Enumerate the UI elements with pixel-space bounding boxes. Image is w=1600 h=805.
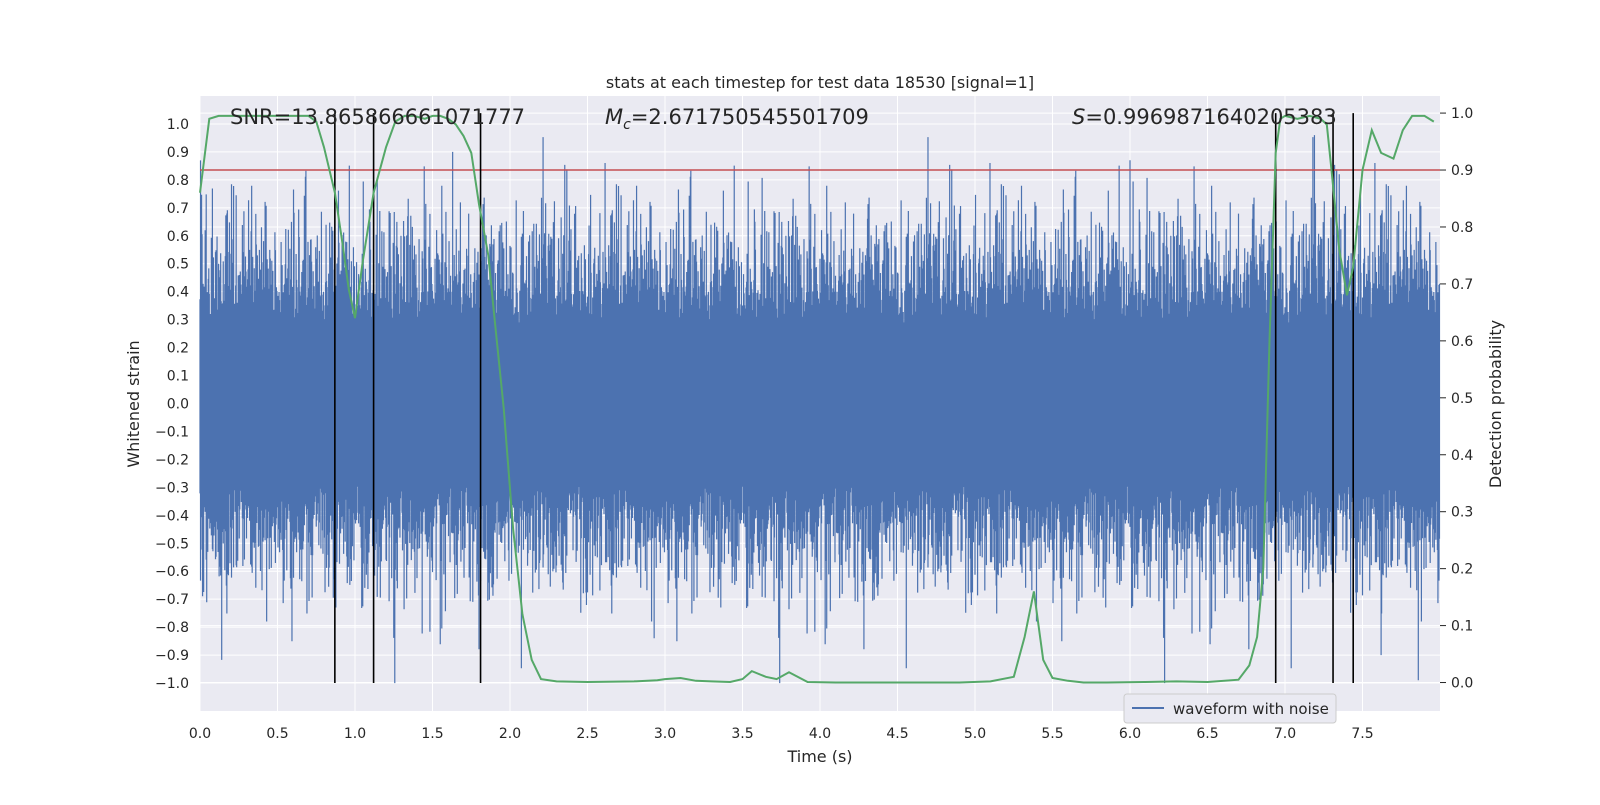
legend-box — [1123, 693, 1337, 724]
x-tick-label: 2.0 — [499, 726, 521, 742]
y2-tick-label: 0.4 — [1451, 448, 1473, 464]
event-lines — [334, 113, 1354, 684]
y-tick-label: 0.8 — [167, 173, 189, 189]
x-tick-label: 0.5 — [266, 726, 288, 742]
y2-ticks: 1.0 0.9 0.8 0.7 0.6 0.5 0.4 0.3 0.2 0.1 0.0 — [1440, 106, 1473, 692]
y2-tick-label: 0.7 — [1451, 277, 1473, 293]
y-tick-label: 0.0 — [167, 397, 189, 413]
legend-entry-waveform: waveform with noise — [1173, 700, 1329, 718]
y-tick-label: 0.5 — [167, 257, 189, 273]
y-tick-label: 0.3 — [167, 313, 189, 329]
y-tick-label: −0.3 — [155, 480, 189, 496]
x-tick-label: 6.0 — [1119, 726, 1141, 742]
y2-tick-label: 0.0 — [1451, 676, 1473, 692]
y-tick-label: 0.4 — [167, 285, 189, 301]
x-tick-label: 2.5 — [576, 726, 598, 742]
s-symbol: S — [1072, 105, 1085, 129]
y-tick-label: −0.5 — [155, 536, 189, 552]
y2-tick-label: 0.5 — [1451, 391, 1473, 407]
x-tick-label: 4.0 — [809, 726, 831, 742]
y2-tick-label: 0.3 — [1451, 505, 1473, 521]
x-axis-label: Time (s) — [786, 747, 852, 766]
y-tick-label: −0.2 — [155, 452, 189, 468]
y2-tick-label: 0.2 — [1451, 562, 1473, 578]
y-tick-label: −0.7 — [155, 592, 189, 608]
y2-tick-label: 0.9 — [1451, 163, 1473, 179]
x-tick-label: 1.0 — [344, 726, 366, 742]
x-ticks: 0.0 0.5 1.0 1.5 2.0 2.5 3.0 3.5 4.0 4.5 5.0 5.5 6.0 6… — [189, 726, 1374, 742]
x-tick-label: 6.5 — [1196, 726, 1218, 742]
chart-title: stats at each timestep for test data 185… — [606, 73, 1034, 92]
x-tick-label: 3.0 — [654, 726, 676, 742]
y-tick-label: −0.6 — [155, 564, 189, 580]
y-tick-label: −0.4 — [155, 508, 189, 524]
x-tick-label: 0.0 — [189, 726, 211, 742]
x-tick-label: 3.5 — [731, 726, 753, 742]
chirp-mass-annotation: Mc=2.671750545501709 — [605, 105, 869, 133]
legend: waveform with noise — [1123, 693, 1337, 724]
y-tick-label: −1.0 — [155, 676, 189, 692]
x-tick-label: 7.5 — [1351, 726, 1373, 742]
x-tick-label: 5.0 — [964, 726, 986, 742]
y2-tick-label: 0.1 — [1451, 619, 1473, 635]
y2-tick-label: 1.0 — [1451, 106, 1473, 122]
y2-axis-label: Detection probability — [1486, 320, 1505, 488]
y2-tick-label: 0.8 — [1451, 220, 1473, 236]
s-value: =0.9969871640205383 — [1085, 105, 1336, 129]
y-tick-label: −0.1 — [155, 424, 189, 440]
mc-value: =2.671750545501709 — [631, 105, 869, 129]
x-tick-label: 4.5 — [886, 726, 908, 742]
y-axis-label: Whitened strain — [124, 340, 143, 467]
significance-annotation: S=0.9969871640205383 — [1072, 105, 1337, 129]
waveform-series — [199, 135, 1441, 684]
mc-symbol: M — [605, 105, 623, 129]
waveform-line — [199, 135, 1441, 684]
x-tick-label: 5.5 — [1041, 726, 1063, 742]
y-tick-label: 0.1 — [167, 369, 189, 385]
x-tick-label: 1.5 — [421, 726, 443, 742]
y-tick-label: −0.9 — [155, 648, 189, 664]
snr-annotation: SNR=13.865866661071777 — [230, 105, 525, 129]
mc-subscript: c — [623, 117, 631, 133]
y-tick-label: 0.6 — [167, 229, 189, 245]
detection-probability-line — [199, 114, 1435, 684]
y2-tick-label: 0.6 — [1451, 334, 1473, 350]
y-ticks: 1.0 0.9 0.8 0.7 0.6 0.5 0.4 0.3 0.2 0.1 0.0 −0.1 −0.… — [155, 117, 189, 692]
y-tick-label: −0.8 — [155, 620, 189, 636]
probability-layer — [199, 114, 1435, 684]
y-tick-label: 0.9 — [167, 145, 189, 161]
y-tick-label: 0.2 — [167, 341, 189, 357]
y-tick-label: 1.0 — [167, 117, 189, 133]
x-tick-label: 7.0 — [1274, 726, 1296, 742]
y-tick-label: 0.7 — [167, 201, 189, 217]
